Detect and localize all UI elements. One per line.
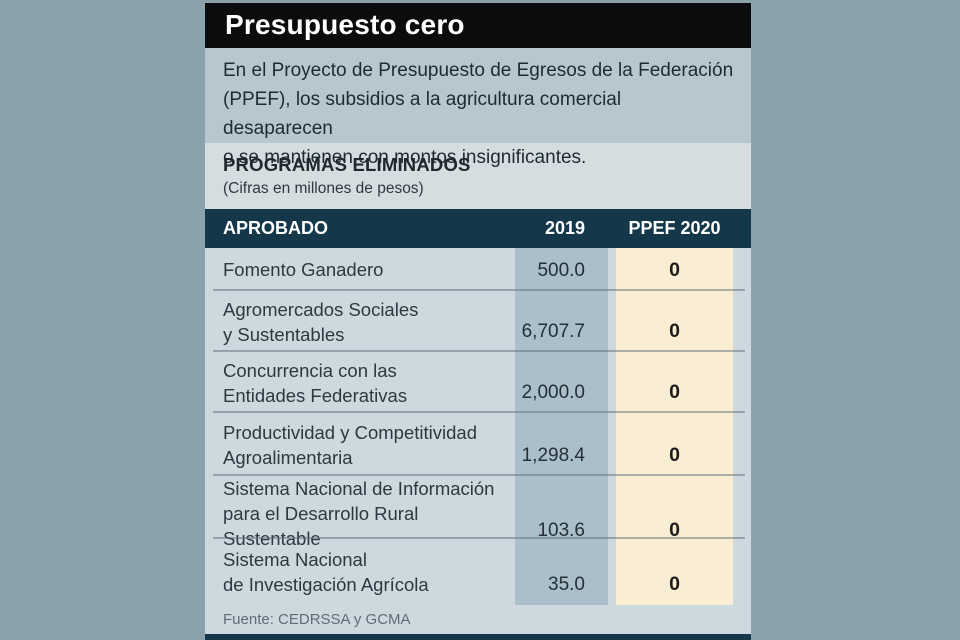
cell-gap <box>608 413 616 476</box>
value-2019-cell: 35.0 <box>548 574 585 595</box>
bottom-bar <box>205 634 751 640</box>
section-header: PROGRAMAS ELIMINADOS (Cifras en millones… <box>205 143 751 209</box>
source-note: Fuente: CEDRSSA y GCMA <box>205 605 751 634</box>
program-name-cell: Concurrencia con las Entidades Federativ… <box>223 359 408 406</box>
table-row: Fomento Ganadero 500.0 0 <box>205 248 751 291</box>
value-ppef-cell: 0 <box>669 573 680 595</box>
program-name-cell: Productividad y Competitividad Agroalime… <box>223 421 477 468</box>
value-ppef-cell: 0 <box>669 320 680 342</box>
table-row: Sistema Nacional de Investigación Agríco… <box>205 539 751 605</box>
row-right-margin <box>733 248 751 291</box>
value-2019-cell: 2,000.0 <box>521 382 585 403</box>
section-subheading: (Cifras en millones de pesos) <box>223 180 424 197</box>
cell-gap <box>608 352 616 413</box>
column-band-ppef-2020 <box>616 248 733 605</box>
table-header-row: APROBADO 2019 PPEF 2020 <box>205 209 751 248</box>
value-2019-cell: 1,298.4 <box>521 445 585 466</box>
table-body: Fomento Ganadero 500.0 0 Agromercados So… <box>205 248 751 605</box>
section-heading: PROGRAMAS ELIMINADOS <box>223 154 471 175</box>
value-2019-cell: 103.6 <box>537 520 585 541</box>
title-bar: Presupuesto cero <box>205 3 751 48</box>
cell-gap <box>608 539 616 605</box>
table-row: Productividad y Competitividad Agroalime… <box>205 413 751 476</box>
header-gap <box>608 209 616 248</box>
header-aprobado: APROBADO <box>223 218 329 238</box>
row-right-margin <box>733 413 751 476</box>
cell-gap <box>608 291 616 352</box>
program-name-cell: Sistema Nacional de Investigación Agríco… <box>223 549 429 595</box>
value-ppef-cell: 0 <box>669 519 680 541</box>
row-right-margin <box>733 539 751 605</box>
program-name-cell: Fomento Ganadero <box>223 259 384 280</box>
value-2019-cell: 500.0 <box>537 260 585 281</box>
value-ppef-cell: 0 <box>669 381 680 403</box>
intro-text: En el Proyecto de Presupuesto de Egresos… <box>205 48 751 168</box>
column-band-2019 <box>515 248 608 605</box>
value-ppef-cell: 0 <box>669 444 680 466</box>
row-right-margin <box>733 352 751 413</box>
value-ppef-cell: 0 <box>669 259 680 281</box>
table-row: Sistema Nacional de Información para el … <box>205 476 751 549</box>
header-right-margin <box>733 209 751 248</box>
table-row: Concurrencia con las Entidades Federativ… <box>205 352 751 413</box>
program-name-cell: Agromercados Sociales y Sustentables <box>223 298 419 345</box>
program-name-cell: Sistema Nacional de Información para el … <box>223 478 495 549</box>
header-2019: 2019 <box>544 218 585 238</box>
table-row: Agromercados Sociales y Sustentables 6,7… <box>205 291 751 352</box>
cell-gap <box>608 248 616 291</box>
header-ppef-2020: PPEF 2020 <box>628 218 721 238</box>
page-title: Presupuesto cero <box>225 8 465 40</box>
value-2019-cell: 6,707.7 <box>521 321 585 342</box>
row-right-margin <box>733 291 751 352</box>
infographic-card: Presupuesto cero En el Proyecto de Presu… <box>205 3 751 640</box>
